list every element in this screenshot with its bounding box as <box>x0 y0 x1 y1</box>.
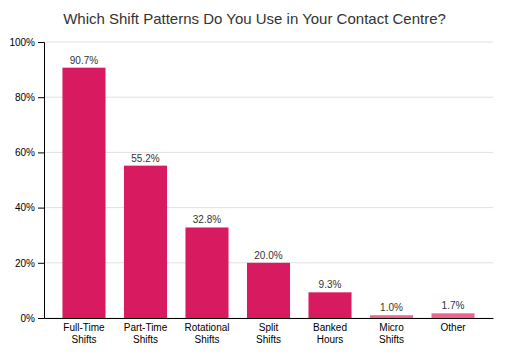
x-tick-label-line: Other <box>441 322 467 333</box>
y-tick: 0% <box>21 313 44 324</box>
x-tick: MicroShifts <box>379 322 404 345</box>
x-tick-label-line: Shifts <box>133 334 158 345</box>
data-label: 90.7% <box>70 55 98 66</box>
x-tick-label-line: Rotational <box>184 322 229 333</box>
y-tick: 80% <box>15 92 44 103</box>
x-tick-label-line: Part-Time <box>124 322 168 333</box>
data-label: 20.0% <box>254 250 282 261</box>
y-axis: 0% 20% 40% 60% 80% 100% <box>9 37 44 324</box>
x-tick-label-line: Shifts <box>379 334 404 345</box>
chart-svg: Which Shift Patterns Do You Use in Your … <box>0 0 509 362</box>
grid-line <box>44 207 493 208</box>
x-tick-label: Full-TimeShifts <box>63 322 105 345</box>
x-tick: Part-TimeShifts <box>124 322 168 345</box>
y-tick: 20% <box>15 258 44 269</box>
x-axis-line <box>45 318 494 319</box>
bar <box>185 227 228 318</box>
x-tick: BankedHours <box>313 322 347 345</box>
bar <box>431 313 474 318</box>
data-labels: 90.7% 55.2% 32.8% 20.0% 9.3% 1.0% 1.7% <box>70 55 465 314</box>
y-tick: 40% <box>15 202 44 213</box>
bar <box>62 68 105 318</box>
bar <box>247 263 290 318</box>
y-tick-mark <box>38 208 44 209</box>
x-tick-label: SplitShifts <box>256 322 281 345</box>
x-tick-label: Part-TimeShifts <box>124 322 168 345</box>
y-axis-line <box>38 43 45 319</box>
y-tick-mark <box>38 318 44 319</box>
y-tick-label: 60% <box>15 147 35 158</box>
y-tick-label: 40% <box>15 202 35 213</box>
grid-line <box>44 97 493 98</box>
x-tick-label-line: Split <box>259 322 279 333</box>
x-tick-label: BankedHours <box>313 322 347 345</box>
y-tick-mark <box>38 42 44 43</box>
bar <box>308 292 351 318</box>
y-tick: 60% <box>15 147 44 158</box>
y-tick-mark <box>38 97 44 98</box>
plot: 0%20%40%60%80%100%Full-TimeShiftsPart-Ti… <box>9 37 493 345</box>
x-tick: Full-TimeShifts <box>63 322 105 345</box>
data-label: 9.3% <box>319 279 342 290</box>
data-label: 1.0% <box>380 302 403 313</box>
bar <box>124 166 167 318</box>
y-tick-label: 100% <box>9 37 35 48</box>
y-tick-label: 80% <box>15 92 35 103</box>
x-tick: Other <box>441 322 467 333</box>
bar <box>370 315 413 318</box>
x-tick-label: RotationalShifts <box>184 322 229 345</box>
grid-line <box>44 152 493 153</box>
y-tick-mark <box>38 263 44 264</box>
grid-line <box>44 42 493 43</box>
x-tick-label-line: Shifts <box>256 334 281 345</box>
y-tick-label: 0% <box>21 313 36 324</box>
x-tick-label-line: Banked <box>313 322 347 333</box>
chart-title: Which Shift Patterns Do You Use in Your … <box>63 10 446 27</box>
x-tick-label-line: Shifts <box>71 334 96 345</box>
data-label: 32.8% <box>193 214 221 225</box>
grid <box>44 42 493 318</box>
bars <box>62 68 474 318</box>
y-tick-mark <box>38 152 44 153</box>
x-tick-label-line: Full-Time <box>63 322 105 333</box>
x-tick: RotationalShifts <box>184 322 229 345</box>
x-tick-label-line: Hours <box>317 334 344 345</box>
x-tick-label: Other <box>441 322 467 333</box>
y-tick-label: 20% <box>15 258 35 269</box>
data-label: 55.2% <box>131 153 159 164</box>
x-tick: SplitShifts <box>256 322 281 345</box>
y-tick: 100% <box>9 37 44 48</box>
x-axis: Full-TimeShiftsPart-TimeShiftsRotational… <box>45 319 494 345</box>
data-label: 1.7% <box>442 300 465 311</box>
x-tick-label: MicroShifts <box>379 322 404 345</box>
x-tick-label-line: Micro <box>379 322 404 333</box>
chart-container: Which Shift Patterns Do You Use in Your … <box>0 0 509 362</box>
x-tick-label-line: Shifts <box>194 334 219 345</box>
